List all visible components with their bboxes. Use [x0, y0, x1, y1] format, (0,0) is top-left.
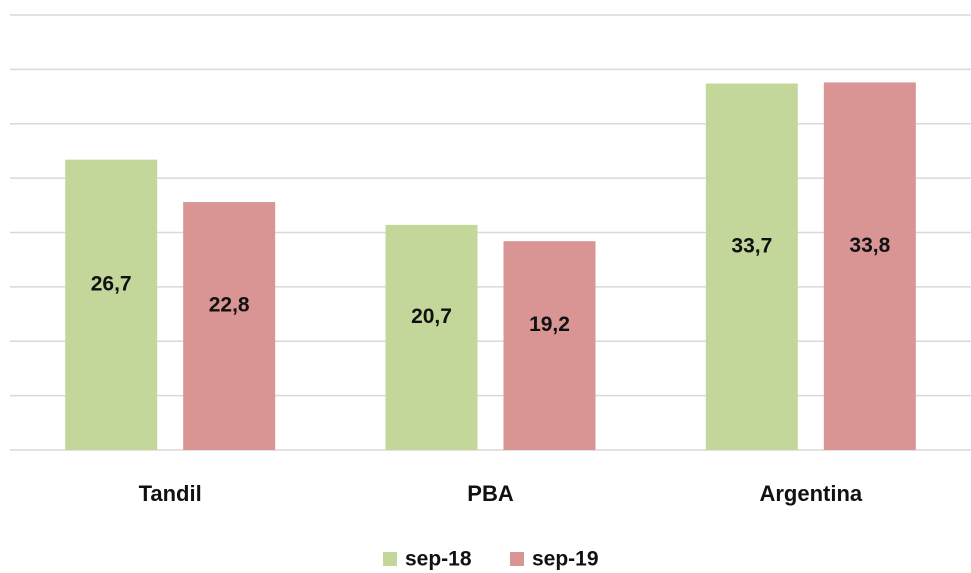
legend-label: sep-18 — [405, 548, 472, 571]
data-label: 33,8 — [849, 234, 890, 257]
bar — [183, 202, 276, 450]
data-label: 19,2 — [529, 313, 570, 336]
bar — [503, 241, 596, 450]
x-tick-label: Tandil — [139, 481, 202, 506]
data-label: 33,7 — [731, 234, 772, 257]
bar — [823, 82, 916, 451]
x-tick-label: PBA — [467, 481, 514, 506]
x-tick-label: Argentina — [759, 481, 862, 506]
bar — [385, 224, 478, 450]
data-label: 22,8 — [209, 294, 250, 317]
legend-swatch — [383, 552, 397, 566]
data-label: 26,7 — [91, 272, 132, 295]
legend-swatch — [510, 552, 524, 566]
bar — [65, 159, 158, 450]
bar — [705, 83, 798, 450]
data-label: 20,7 — [411, 305, 452, 328]
legend-label: sep-19 — [532, 548, 599, 571]
